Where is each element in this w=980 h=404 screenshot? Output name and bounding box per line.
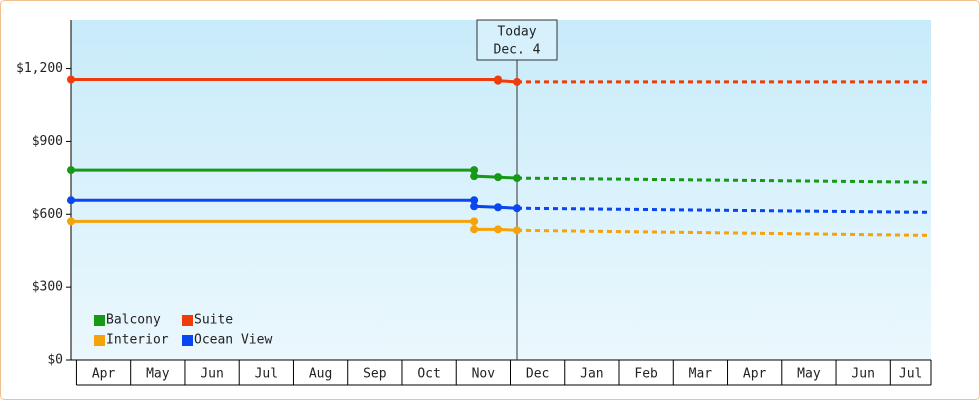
legend-swatch — [94, 335, 105, 346]
forecast-line — [516, 206, 932, 214]
point — [513, 226, 522, 235]
point — [494, 203, 503, 212]
point — [470, 196, 479, 205]
x-tick-label: Jun — [200, 367, 223, 382]
point — [67, 75, 75, 84]
y-tick-label: $0 — [47, 353, 63, 368]
point — [470, 202, 479, 211]
x-tick-label: Aug — [309, 367, 332, 382]
point — [67, 196, 75, 205]
point — [513, 77, 522, 86]
legend-swatch — [182, 335, 193, 346]
x-tick-label: Dec — [526, 367, 549, 382]
legend-label: Suite — [194, 313, 233, 328]
legend-label: Interior — [106, 333, 169, 348]
plot-area — [71, 20, 931, 360]
y-tick-label: $600 — [32, 207, 63, 222]
point — [513, 204, 522, 213]
x-tick-label: Jan — [580, 367, 603, 382]
forecast-line — [516, 228, 932, 237]
point — [67, 166, 75, 175]
x-tick-label: Sep — [363, 367, 387, 382]
point — [513, 174, 522, 183]
x-tick-label: May — [797, 367, 821, 382]
point — [470, 217, 479, 226]
legend-swatch — [182, 315, 193, 326]
x-tick-label: Jul — [899, 367, 922, 382]
point — [494, 225, 503, 234]
point — [470, 225, 479, 234]
today-label: Today — [497, 25, 536, 40]
point — [494, 76, 503, 85]
x-tick-label: Oct — [417, 367, 440, 382]
today-box — [476, 19, 558, 61]
x-tick-label: Mar — [689, 367, 713, 382]
point — [494, 173, 503, 182]
forecast-line — [516, 176, 932, 184]
x-tick-label: Apr — [743, 367, 767, 382]
x-tick-label: Jun — [851, 367, 874, 382]
x-tick-label: Nov — [472, 367, 496, 382]
point — [470, 166, 479, 175]
y-tick-label: $300 — [32, 280, 63, 295]
x-tick-label: Jul — [255, 367, 278, 382]
x-tick-label: Apr — [92, 367, 116, 382]
x-tick-label: May — [146, 367, 170, 382]
y-tick-label: $1,200 — [16, 61, 63, 76]
point — [470, 172, 479, 181]
legend-label: Balcony — [106, 313, 161, 328]
today-label: Dec. 4 — [494, 43, 541, 58]
point — [67, 217, 75, 226]
y-tick-label: $900 — [32, 134, 63, 149]
legend-label: Ocean View — [194, 333, 272, 348]
x-tick-label: Feb — [634, 367, 658, 382]
legend-swatch — [94, 315, 105, 326]
